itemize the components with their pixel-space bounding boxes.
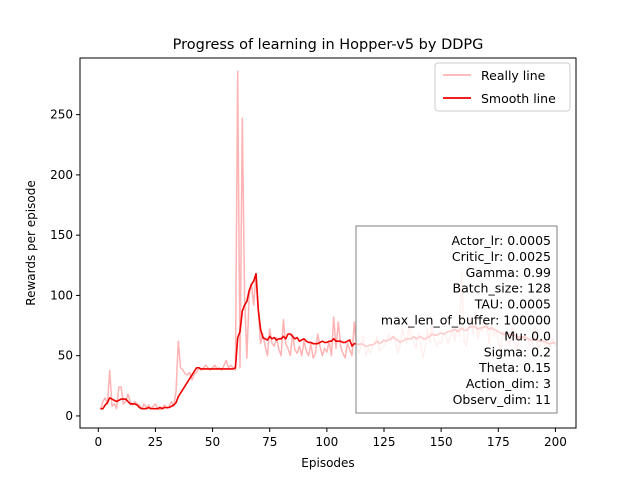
- legend-label-smooth: Smooth line: [481, 91, 556, 106]
- param-line: TAU: 0.0005: [474, 297, 551, 312]
- param-line: Critic_lr: 0.0025: [452, 249, 551, 264]
- x-tick-label: 75: [262, 435, 277, 449]
- x-tick-label: 150: [430, 435, 453, 449]
- legend: Really line Smooth line: [434, 62, 571, 112]
- param-line: Sigma: 0.2: [484, 344, 551, 359]
- x-axis-label: Episodes: [301, 456, 354, 470]
- y-tick-label: 100: [50, 288, 73, 302]
- y-tick-label: 200: [50, 168, 73, 182]
- param-line: Actor_lr: 0.0005: [452, 233, 551, 248]
- y-tick-label: 50: [58, 349, 73, 363]
- x-axis: 0 25 50 75 100 125 150 175 200: [94, 428, 567, 449]
- param-line: Theta: 0.15: [478, 360, 551, 375]
- y-tick-label: 250: [50, 108, 73, 122]
- x-tick-label: 100: [315, 435, 338, 449]
- param-line: max_len_of_buffer: 100000: [381, 313, 551, 328]
- legend-label-really: Really line: [481, 68, 546, 83]
- x-tick-label: 175: [487, 435, 510, 449]
- params-box-frame: [355, 225, 558, 414]
- param-line: Batch_size: 128: [453, 281, 552, 296]
- x-tick-label: 50: [205, 435, 220, 449]
- y-tick-label: 0: [65, 409, 73, 423]
- x-tick-label: 200: [544, 435, 567, 449]
- y-axis: 0 50 100 150 200 250: [50, 108, 80, 423]
- y-axis-label: Rewards per episode: [24, 180, 38, 305]
- x-tick-label: 25: [148, 435, 163, 449]
- x-tick-label: 0: [94, 435, 102, 449]
- param-line: Observ_dim: 11: [453, 392, 551, 407]
- axes-frame: [79, 57, 577, 429]
- param-line: Action_dim: 3: [466, 376, 551, 391]
- y-tick-label: 150: [50, 228, 73, 242]
- x-tick-label: 125: [373, 435, 396, 449]
- chart-title: Progress of learning in Hopper-v5 by DDP…: [173, 37, 484, 53]
- param-line: Gamma: 0.99: [466, 265, 551, 280]
- param-line: Mu: 0.0: [504, 328, 551, 343]
